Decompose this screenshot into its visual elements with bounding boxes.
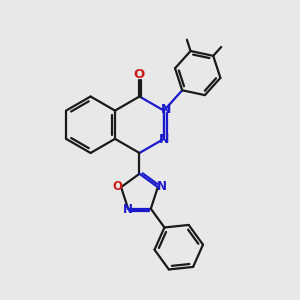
Text: O: O — [134, 68, 145, 81]
Text: O: O — [112, 180, 122, 193]
Text: N: N — [122, 203, 133, 216]
Text: N: N — [160, 103, 171, 116]
Text: N: N — [156, 180, 167, 193]
Text: N: N — [159, 133, 169, 146]
